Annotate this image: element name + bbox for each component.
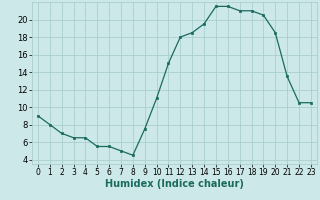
X-axis label: Humidex (Indice chaleur): Humidex (Indice chaleur) xyxy=(105,179,244,189)
